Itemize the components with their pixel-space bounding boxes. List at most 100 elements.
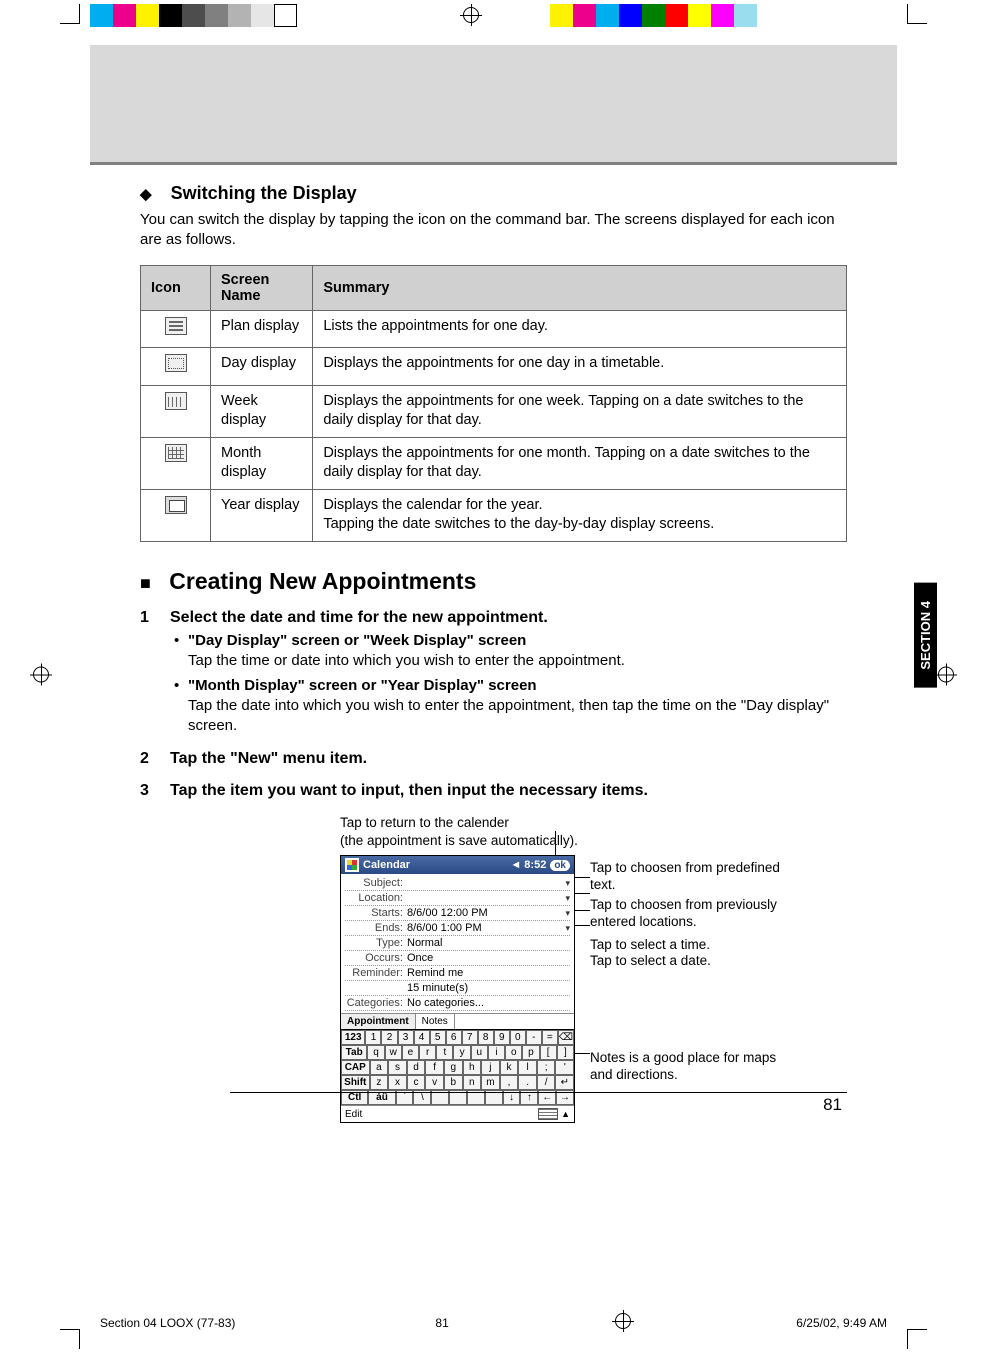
page: SECTION 4 ◆ Switching the Display You ca… bbox=[90, 45, 897, 1298]
ok-button[interactable]: ok bbox=[550, 860, 570, 871]
keyboard-key[interactable]: o bbox=[505, 1045, 522, 1060]
keyboard-key[interactable]: l bbox=[518, 1060, 537, 1075]
keyboard-key[interactable]: b bbox=[444, 1075, 463, 1090]
keyboard-key[interactable]: n bbox=[463, 1075, 482, 1090]
pda-form-row[interactable]: Categories:No categories... bbox=[345, 996, 570, 1011]
field-value[interactable]: Once bbox=[407, 952, 570, 964]
keyboard-key[interactable]: 4 bbox=[414, 1030, 430, 1045]
keyboard-key[interactable]: ' bbox=[555, 1060, 574, 1075]
color-bar-right bbox=[550, 4, 757, 27]
keyboard-key[interactable]: w bbox=[385, 1045, 402, 1060]
keyboard-key[interactable]: 123 bbox=[341, 1030, 365, 1045]
keyboard-key[interactable]: 6 bbox=[446, 1030, 462, 1045]
pda-form-row[interactable]: Subject: ▾ bbox=[345, 876, 570, 891]
keyboard-key[interactable]: r bbox=[419, 1045, 436, 1060]
up-arrow-icon[interactable]: ▲ bbox=[561, 1109, 570, 1119]
keyboard-key[interactable]: m bbox=[481, 1075, 500, 1090]
icon-week-icon bbox=[165, 392, 187, 410]
keyboard-key[interactable]: 1 bbox=[365, 1030, 381, 1045]
keyboard-key[interactable]: a bbox=[370, 1060, 389, 1075]
keyboard-key[interactable]: x bbox=[388, 1075, 407, 1090]
keyboard-key[interactable]: f bbox=[425, 1060, 444, 1075]
pda-form-row[interactable]: Location: ▾ bbox=[345, 891, 570, 906]
keyboard-key[interactable]: . bbox=[518, 1075, 537, 1090]
keyboard-key[interactable]: p bbox=[522, 1045, 539, 1060]
field-label: Categories: bbox=[345, 997, 407, 1009]
summary-cell: Displays the appointments for one day in… bbox=[313, 348, 847, 386]
keyboard-key[interactable]: / bbox=[537, 1075, 556, 1090]
dropdown-icon[interactable]: ▾ bbox=[565, 878, 570, 889]
keyboard-key[interactable]: z bbox=[370, 1075, 389, 1090]
keyboard-key[interactable]: i bbox=[488, 1045, 505, 1060]
keyboard-key[interactable]: 0 bbox=[510, 1030, 526, 1045]
side-register-right bbox=[935, 663, 957, 690]
field-value[interactable]: 8/6/00 1:00 PM bbox=[407, 922, 565, 934]
bullet-item: "Day Display" screen or "Week Display" s… bbox=[170, 631, 847, 672]
pda-form-row[interactable]: Ends:8/6/00 1:00 PM▾ bbox=[345, 921, 570, 936]
pda-form-row[interactable]: Reminder:Remind me bbox=[345, 966, 570, 981]
keyboard-key[interactable]: = bbox=[542, 1030, 558, 1045]
pda-form-row[interactable]: 15 minute(s) bbox=[345, 981, 570, 996]
summary-cell: Lists the appointments for one day. bbox=[313, 310, 847, 348]
table-row: Day displayDisplays the appointments for… bbox=[141, 348, 847, 386]
keyboard-key[interactable]: t bbox=[436, 1045, 453, 1060]
keyboard-key[interactable]: q bbox=[367, 1045, 384, 1060]
keyboard-key[interactable]: Shift bbox=[341, 1075, 370, 1090]
pda-tab[interactable]: Appointment bbox=[341, 1014, 416, 1029]
keyboard-key[interactable]: j bbox=[481, 1060, 500, 1075]
keyboard-key[interactable]: 2 bbox=[381, 1030, 397, 1045]
keyboard-key[interactable]: , bbox=[500, 1075, 519, 1090]
icon-plan-icon bbox=[165, 317, 187, 335]
pda-form-row[interactable]: Starts:8/6/00 12:00 PM▾ bbox=[345, 906, 570, 921]
keyboard-key[interactable]: ↵ bbox=[555, 1075, 574, 1090]
keyboard-key[interactable]: ⌫ bbox=[558, 1030, 574, 1045]
footer-date: 6/25/02, 9:49 AM bbox=[796, 1316, 887, 1330]
keyboard-key[interactable]: s bbox=[388, 1060, 407, 1075]
crop-mark bbox=[60, 4, 80, 24]
keyboard-key[interactable]: u bbox=[471, 1045, 488, 1060]
keyboard-key[interactable]: 9 bbox=[494, 1030, 510, 1045]
keyboard-key[interactable]: e bbox=[402, 1045, 419, 1060]
keyboard-key[interactable]: c bbox=[407, 1075, 426, 1090]
keyboard-key[interactable]: g bbox=[444, 1060, 463, 1075]
keyboard-key[interactable]: ] bbox=[557, 1045, 574, 1060]
field-value[interactable]: Remind me bbox=[407, 967, 570, 979]
keyboard-key[interactable]: ; bbox=[537, 1060, 556, 1075]
creating-title: Creating New Appointments bbox=[169, 568, 476, 594]
screen-name-cell: Plan display bbox=[211, 310, 313, 348]
keyboard-key[interactable]: 7 bbox=[462, 1030, 478, 1045]
pda-title: Calendar bbox=[363, 859, 410, 871]
field-value[interactable]: Normal bbox=[407, 937, 570, 949]
keyboard-key[interactable]: Tab bbox=[341, 1045, 367, 1060]
pda-tab[interactable]: Notes bbox=[416, 1014, 455, 1029]
field-value[interactable]: 15 minute(s) bbox=[407, 982, 570, 994]
crop-mark bbox=[907, 4, 927, 24]
pda-time: ◄ 8:52 bbox=[510, 859, 546, 871]
keyboard-key[interactable]: [ bbox=[540, 1045, 557, 1060]
dropdown-icon[interactable]: ▾ bbox=[565, 908, 570, 919]
pda-form-row[interactable]: Type:Normal bbox=[345, 936, 570, 951]
keyboard-key[interactable]: 3 bbox=[398, 1030, 414, 1045]
keyboard-key[interactable]: 5 bbox=[430, 1030, 446, 1045]
keyboard-key[interactable]: y bbox=[453, 1045, 470, 1060]
keyboard-key[interactable]: h bbox=[463, 1060, 482, 1075]
field-value[interactable]: 8/6/00 12:00 PM bbox=[407, 907, 565, 919]
field-value[interactable]: No categories... bbox=[407, 997, 570, 1009]
field-label: Location: bbox=[345, 892, 407, 904]
keyboard-key[interactable]: v bbox=[425, 1075, 444, 1090]
keyboard-key[interactable]: CAP bbox=[341, 1060, 370, 1075]
keyboard-key[interactable]: 8 bbox=[478, 1030, 494, 1045]
keyboard-row: CAPasdfghjkl;' bbox=[341, 1060, 574, 1075]
field-label: Subject: bbox=[345, 877, 407, 889]
table-row: Year displayDisplays the calendar for th… bbox=[141, 489, 847, 541]
summary-cell: Displays the calendar for the year. Tapp… bbox=[313, 489, 847, 541]
keyboard-key[interactable]: d bbox=[407, 1060, 426, 1075]
dropdown-icon[interactable]: ▾ bbox=[565, 923, 570, 934]
dropdown-icon[interactable]: ▾ bbox=[565, 893, 570, 904]
registration-top bbox=[0, 0, 987, 30]
keyboard-icon[interactable] bbox=[538, 1108, 558, 1120]
edit-menu[interactable]: Edit bbox=[345, 1109, 362, 1120]
keyboard-key[interactable]: - bbox=[526, 1030, 542, 1045]
keyboard-key[interactable]: k bbox=[500, 1060, 519, 1075]
pda-form-row[interactable]: Occurs:Once bbox=[345, 951, 570, 966]
